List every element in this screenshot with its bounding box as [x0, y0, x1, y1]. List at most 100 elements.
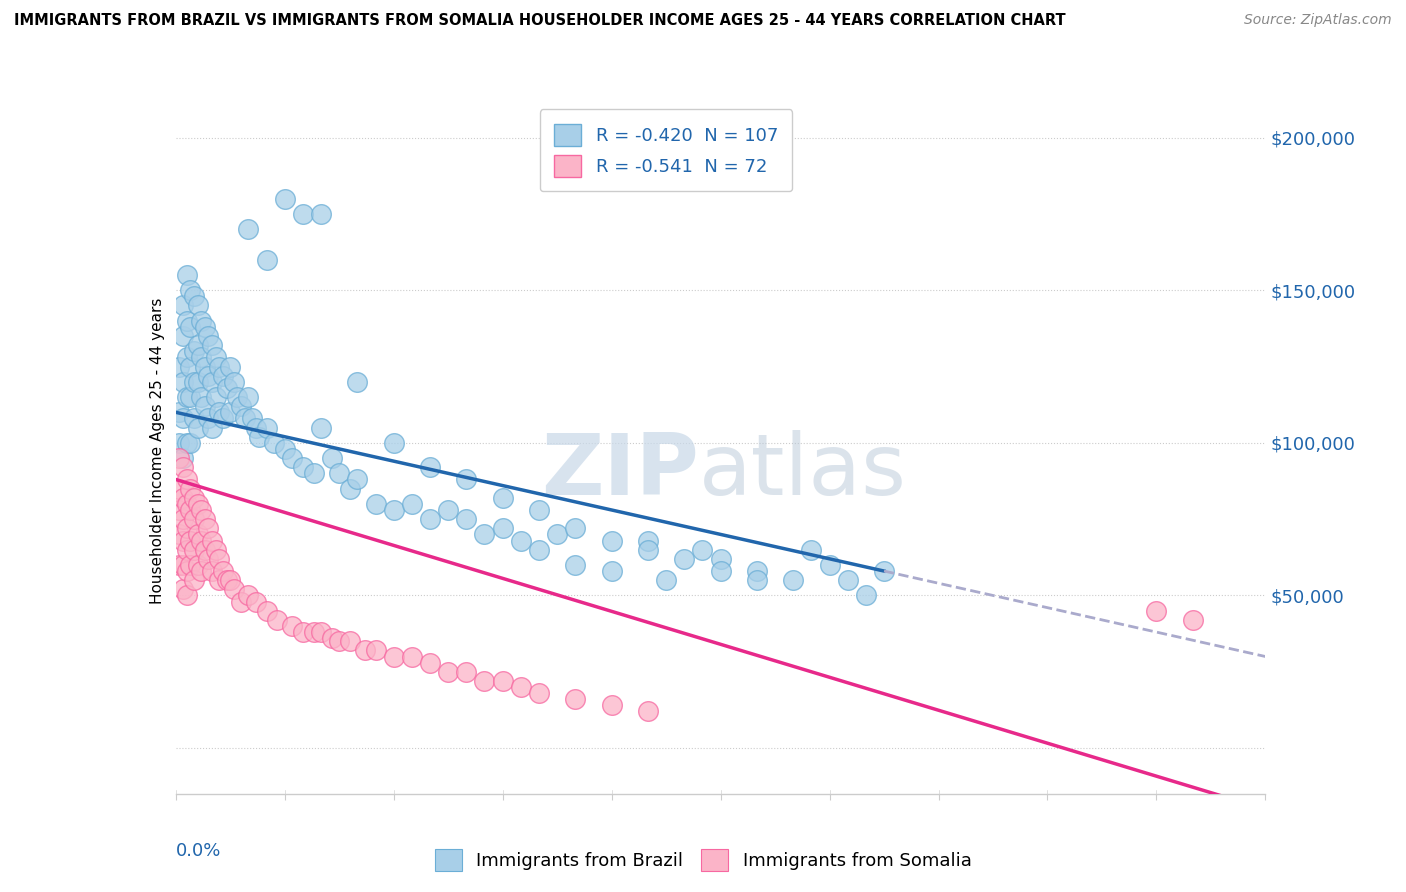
Point	[637, 533, 659, 548]
Point	[208, 359, 231, 374]
Point	[222, 375, 245, 389]
Point	[240, 411, 263, 425]
Text: ZIP: ZIP	[541, 430, 699, 513]
Point	[527, 503, 550, 517]
Point	[321, 451, 343, 466]
Text: 0.0%: 0.0%	[176, 842, 221, 860]
Point	[208, 551, 231, 566]
Point	[527, 686, 550, 700]
Point	[215, 381, 238, 395]
Point	[208, 405, 231, 419]
Point	[321, 631, 343, 645]
Point	[401, 497, 423, 511]
Point	[245, 594, 267, 608]
Text: atlas: atlas	[699, 430, 907, 513]
Point	[186, 558, 209, 572]
Point	[238, 589, 260, 603]
Point	[169, 558, 191, 572]
Point	[837, 573, 859, 587]
Point	[456, 512, 478, 526]
Point	[176, 435, 198, 450]
Point	[492, 521, 515, 535]
Point	[179, 533, 201, 548]
Point	[382, 649, 405, 664]
Point	[219, 573, 242, 587]
Point	[710, 551, 733, 566]
Point	[190, 314, 212, 328]
Point	[364, 497, 387, 511]
Point	[309, 625, 332, 640]
Point	[201, 533, 224, 548]
Point	[346, 473, 368, 487]
Point	[169, 503, 191, 517]
Point	[238, 222, 260, 236]
Point	[364, 643, 387, 657]
Point	[492, 491, 515, 505]
Point	[186, 338, 209, 352]
Point	[169, 482, 191, 496]
Point	[179, 503, 201, 517]
Point	[176, 314, 198, 328]
Point	[600, 564, 623, 578]
Point	[219, 405, 242, 419]
Point	[401, 649, 423, 664]
Point	[546, 527, 568, 541]
Point	[222, 582, 245, 597]
Point	[328, 467, 350, 481]
Point	[179, 435, 201, 450]
Point	[190, 390, 212, 404]
Point	[219, 359, 242, 374]
Point	[179, 283, 201, 297]
Point	[172, 533, 194, 548]
Point	[204, 390, 226, 404]
Point	[745, 564, 768, 578]
Point	[179, 319, 201, 334]
Point	[183, 542, 205, 557]
Point	[179, 359, 201, 374]
Point	[245, 420, 267, 434]
Point	[172, 451, 194, 466]
Point	[419, 512, 441, 526]
Point	[190, 564, 212, 578]
Point	[437, 665, 460, 679]
Point	[172, 491, 194, 505]
Point	[281, 451, 304, 466]
Point	[600, 533, 623, 548]
Point	[194, 359, 217, 374]
Point	[169, 359, 191, 374]
Point	[190, 503, 212, 517]
Point	[176, 390, 198, 404]
Point	[172, 329, 194, 343]
Point	[247, 430, 270, 444]
Point	[201, 564, 224, 578]
Point	[197, 521, 219, 535]
Point	[201, 338, 224, 352]
Point	[179, 482, 201, 496]
Point	[291, 460, 314, 475]
Point	[172, 582, 194, 597]
Point	[226, 390, 249, 404]
Point	[186, 375, 209, 389]
Point	[328, 634, 350, 648]
Legend: Immigrants from Brazil, Immigrants from Somalia: Immigrants from Brazil, Immigrants from …	[427, 842, 979, 879]
Point	[172, 558, 194, 572]
Point	[186, 527, 209, 541]
Point	[169, 405, 191, 419]
Point	[855, 589, 877, 603]
Point	[176, 473, 198, 487]
Point	[818, 558, 841, 572]
Point	[346, 375, 368, 389]
Point	[266, 613, 288, 627]
Point	[176, 521, 198, 535]
Point	[169, 451, 191, 466]
Point	[281, 619, 304, 633]
Y-axis label: Householder Income Ages 25 - 44 years: Householder Income Ages 25 - 44 years	[149, 297, 165, 604]
Point	[474, 673, 496, 688]
Point	[204, 351, 226, 365]
Point	[256, 252, 278, 267]
Point	[169, 527, 191, 541]
Point	[564, 692, 586, 706]
Point	[745, 573, 768, 587]
Point	[212, 368, 235, 383]
Point	[183, 491, 205, 505]
